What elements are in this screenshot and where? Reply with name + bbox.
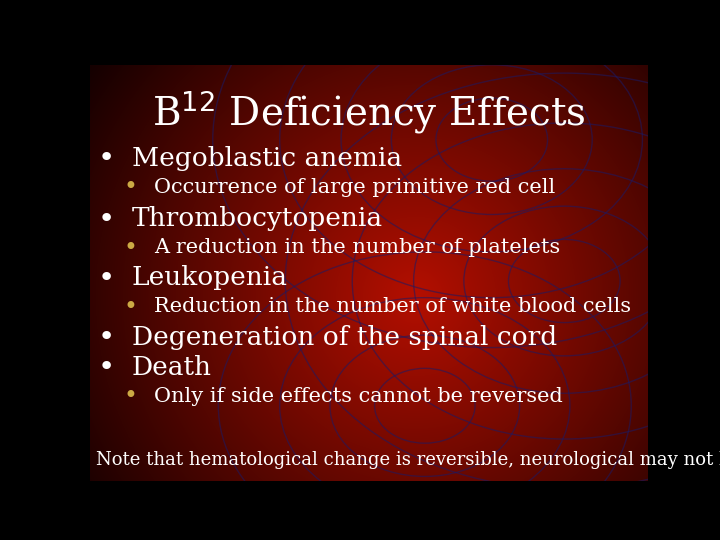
Text: Only if side effects cannot be reversed: Only if side effects cannot be reversed [154,387,563,406]
Text: •: • [97,264,114,292]
Text: •: • [124,384,138,408]
Text: B$^{12}$ Deficiency Effects: B$^{12}$ Deficiency Effects [152,89,586,137]
Text: Degeneration of the spinal cord: Degeneration of the spinal cord [132,325,557,349]
Text: Note that hematological change is reversible, neurological may not be.: Note that hematological change is revers… [96,451,720,469]
Text: •: • [124,236,138,260]
Text: •: • [97,144,114,172]
Text: •: • [97,353,114,381]
Text: Megoblastic anemia: Megoblastic anemia [132,146,402,171]
Text: Death: Death [132,355,212,380]
Text: Leukopenia: Leukopenia [132,265,288,290]
Text: •: • [97,205,114,233]
Text: •: • [124,295,138,319]
Text: Occurrence of large primitive red cell: Occurrence of large primitive red cell [154,178,555,197]
Text: Thrombocytopenia: Thrombocytopenia [132,206,383,231]
Text: A reduction in the number of platelets: A reduction in the number of platelets [154,238,560,257]
Text: Reduction in the number of white blood cells: Reduction in the number of white blood c… [154,298,631,316]
Text: •: • [97,323,114,351]
Text: •: • [124,176,138,199]
